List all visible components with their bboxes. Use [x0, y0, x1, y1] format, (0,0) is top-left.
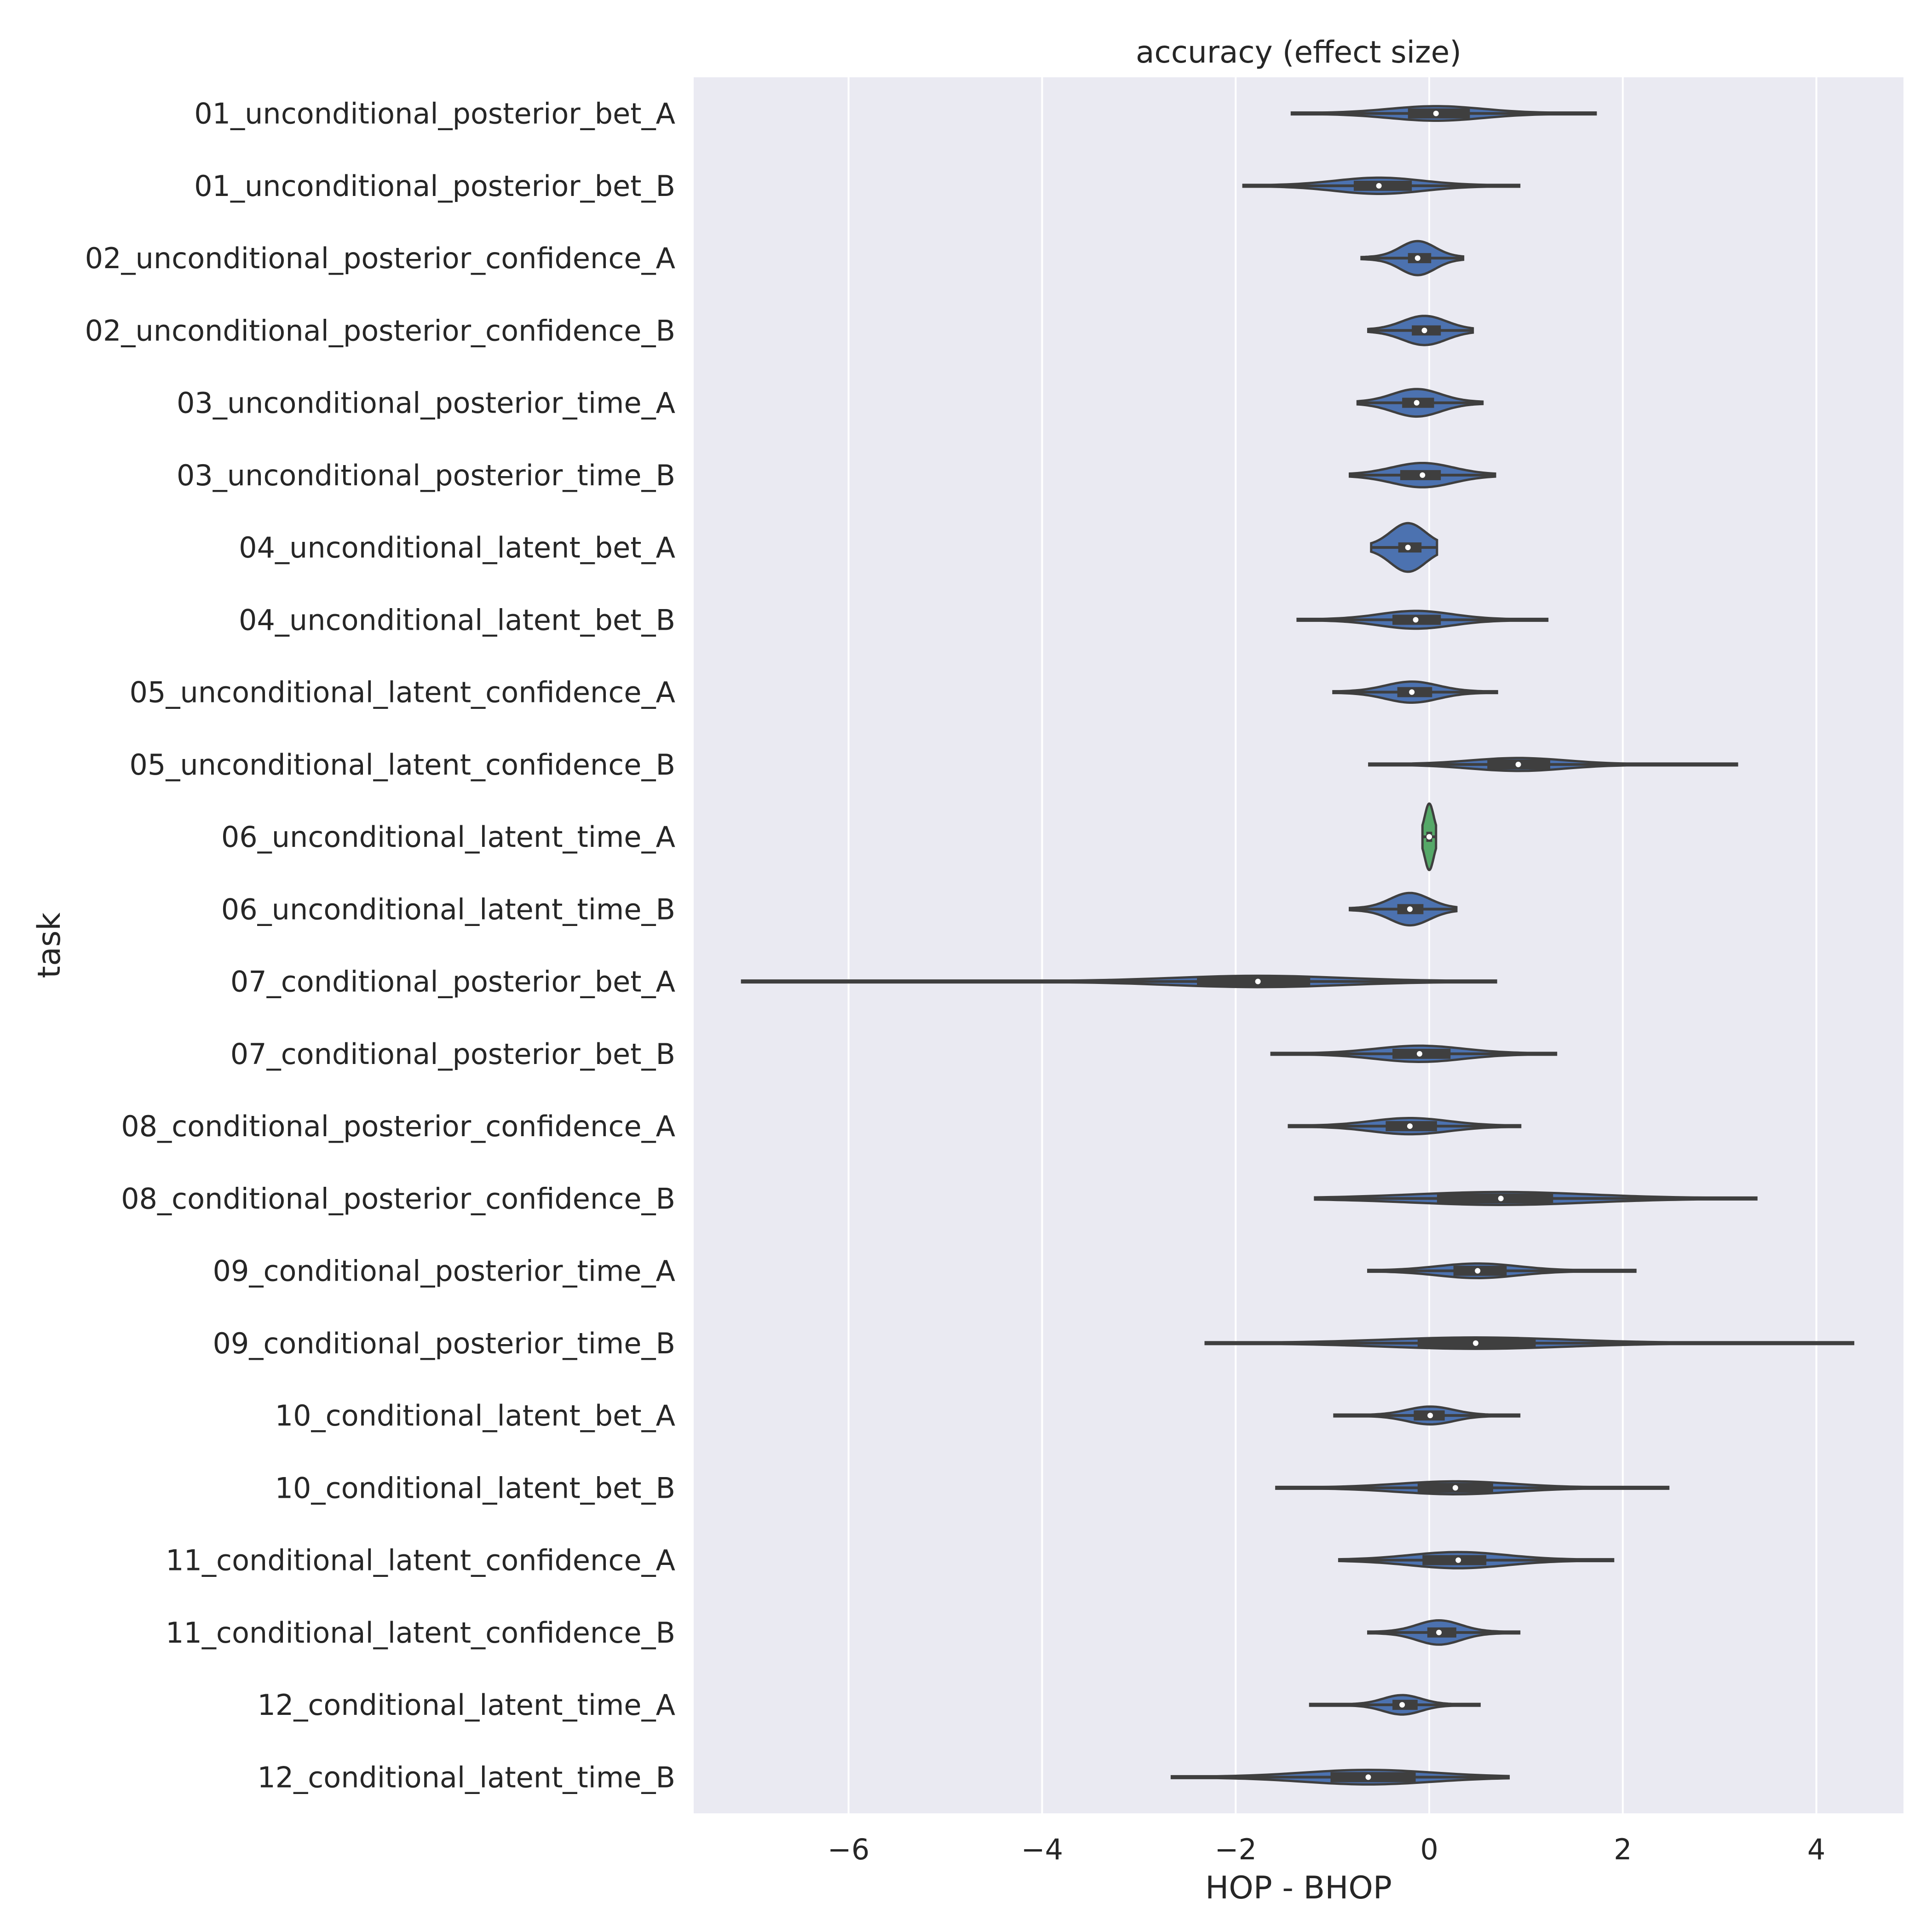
violin-median — [1498, 1196, 1504, 1202]
y-tick-label: 10_conditional_latent_bet_A — [275, 1399, 675, 1432]
y-axis-label: task — [31, 912, 68, 978]
violin-median — [1407, 1123, 1413, 1129]
violin — [1275, 1480, 1670, 1496]
violin — [1338, 1551, 1615, 1570]
chart-title: accuracy (effect size) — [1136, 34, 1461, 70]
violin-median — [1255, 978, 1261, 984]
violin-median — [1399, 1702, 1405, 1708]
violin — [1290, 105, 1597, 122]
y-tick-label: 09_conditional_posterior_time_A — [213, 1254, 675, 1288]
x-tick-label: −2 — [1215, 1833, 1257, 1866]
y-tick-labels: 01_unconditional_posterior_bet_A 01_uncon… — [85, 97, 675, 1794]
violin — [1360, 240, 1465, 276]
violin-median — [1420, 472, 1426, 478]
violin — [1270, 1044, 1558, 1064]
violin-median — [1414, 400, 1420, 406]
x-tick-label: 2 — [1614, 1833, 1632, 1866]
x-axis-label: HOP - BHOP — [1205, 1870, 1392, 1906]
violin-median — [1365, 1774, 1371, 1780]
violin-median — [1473, 1340, 1479, 1346]
y-tick-label: 07_conditional_posterior_bet_B — [230, 1037, 675, 1071]
y-tick-label: 09_conditional_posterior_time_B — [213, 1327, 675, 1360]
violin — [741, 974, 1497, 989]
y-tick-label: 03_unconditional_posterior_time_B — [177, 459, 675, 492]
violin — [1333, 1405, 1521, 1426]
violin — [1314, 1190, 1758, 1207]
y-tick-label: 02_unconditional_posterior_confidence_B — [85, 314, 675, 347]
violin-median — [1455, 1557, 1461, 1563]
violin-median — [1475, 1268, 1481, 1274]
violin — [1242, 176, 1521, 195]
violin-median — [1515, 761, 1521, 767]
y-tick-label: 06_unconditional_latent_time_B — [221, 892, 675, 926]
violin-median — [1405, 545, 1411, 551]
y-tick-label: 05_unconditional_latent_confidence_B — [129, 748, 675, 782]
y-tick-label: 12_conditional_latent_time_A — [257, 1688, 675, 1722]
y-tick-label: 02_unconditional_posterior_confidence_A — [85, 242, 675, 275]
violin — [1367, 1262, 1637, 1280]
violin — [1367, 315, 1474, 346]
y-tick-label: 08_conditional_posterior_confidence_B — [121, 1182, 675, 1215]
violin — [1288, 1117, 1522, 1136]
y-tick-label: 05_unconditional_latent_confidence_A — [130, 676, 675, 709]
x-tick-label: 4 — [1807, 1833, 1825, 1866]
y-tick-label: 11_conditional_latent_confidence_A — [166, 1544, 675, 1577]
x-tick-labels: −6 −4 −2 0 2 4 — [828, 1833, 1825, 1866]
violin — [1421, 802, 1438, 871]
y-tick-label: 03_unconditional_posterior_time_A — [177, 386, 675, 420]
plot-area — [694, 77, 1903, 1813]
violin — [1367, 1619, 1521, 1646]
y-tick-label: 04_unconditional_latent_bet_A — [239, 531, 675, 564]
violin — [1368, 757, 1738, 772]
y-tick-label: 12_conditional_latent_time_B — [257, 1760, 675, 1794]
violin-median — [1433, 110, 1439, 116]
violin-median — [1421, 328, 1427, 334]
x-tick-label: −4 — [1021, 1833, 1063, 1866]
violin-median — [1426, 834, 1432, 840]
violin — [1332, 680, 1498, 704]
violin-median — [1376, 183, 1382, 189]
violin-median — [1427, 1413, 1433, 1419]
violin-median — [1409, 689, 1415, 695]
x-tick-label: 0 — [1420, 1833, 1438, 1866]
violin — [1356, 388, 1484, 418]
y-tick-label: 11_conditional_latent_confidence_B — [166, 1616, 675, 1650]
violin-median — [1436, 1629, 1442, 1635]
y-tick-label: 07_conditional_posterior_bet_A — [230, 965, 675, 999]
violin-median — [1413, 617, 1419, 623]
y-tick-label: 06_unconditional_latent_time_A — [221, 820, 675, 854]
violin-median — [1417, 1051, 1422, 1057]
y-tick-label: 04_unconditional_latent_bet_B — [239, 603, 675, 637]
y-tick-label: 10_conditional_latent_bet_B — [275, 1471, 675, 1505]
violins — [741, 105, 1855, 1786]
violin — [1296, 610, 1549, 630]
y-tick-label: 01_unconditional_posterior_bet_B — [194, 169, 675, 203]
violin — [1349, 462, 1496, 489]
violin — [1309, 1694, 1481, 1716]
x-tick-label: −6 — [828, 1833, 869, 1866]
violin-median — [1407, 906, 1413, 912]
y-tick-label: 01_unconditional_posterior_bet_A — [194, 97, 675, 131]
violin — [1370, 522, 1438, 573]
violin — [1204, 1336, 1855, 1350]
violin — [1170, 1768, 1510, 1786]
violin — [1349, 891, 1458, 927]
violin-median — [1452, 1485, 1458, 1491]
gridlines — [847, 77, 1817, 1813]
violin-median — [1414, 255, 1420, 261]
y-tick-label: 08_conditional_posterior_confidence_A — [121, 1110, 675, 1143]
